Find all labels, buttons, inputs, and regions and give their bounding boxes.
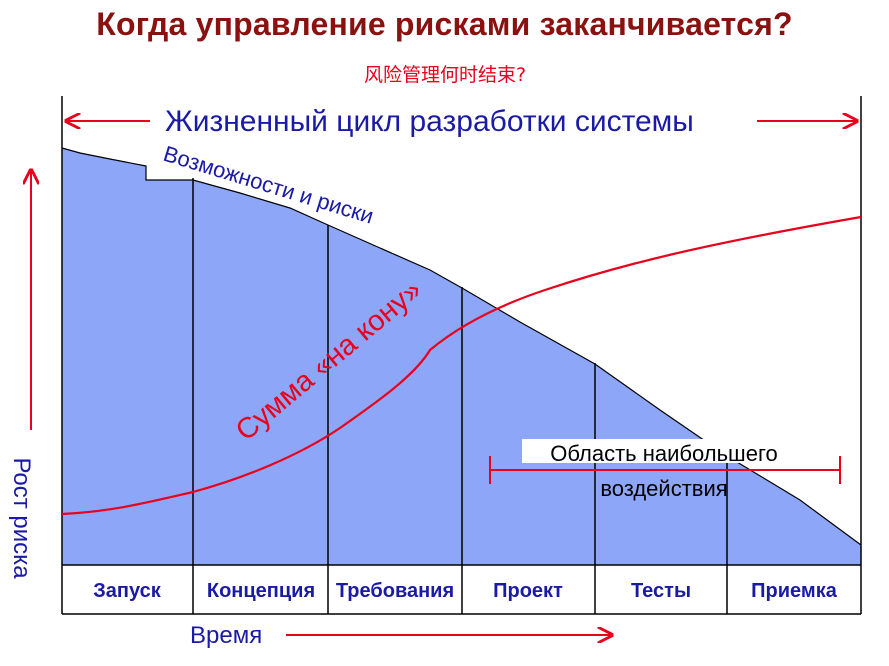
phase-label: Приемка [751,580,838,602]
page-subtitle: 风险管理何时结束? [363,64,527,86]
phase-label: Проект [493,580,563,602]
impact-label-line2: воздействия [600,476,727,501]
page-title: Когда управление рисками заканчивается? [96,6,793,42]
lifecycle-label: Жизненный цикл разработки системы [165,105,694,138]
label-notch [146,140,194,180]
x-axis-label: Время [190,622,262,649]
impact-label-bg [522,439,806,463]
phase-label: Запуск [93,580,161,602]
y-axis-label: Рост риска [8,457,35,579]
opportunities-curve [61,147,862,546]
phase-label: Требования [336,580,454,602]
impact-label-line1: Область наибольшего [550,441,777,466]
phase-label: Тесты [631,580,691,602]
phase-label: Концепция [207,580,315,602]
stake-curve [61,215,862,516]
